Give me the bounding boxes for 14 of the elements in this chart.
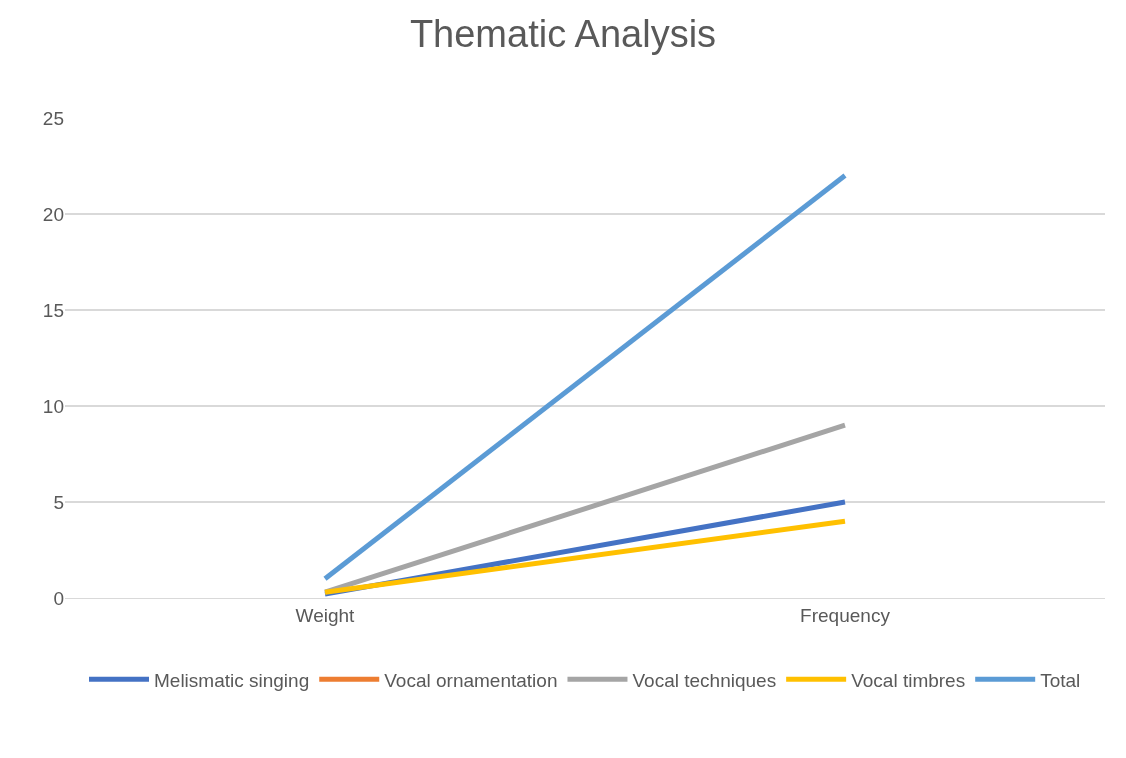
legend-label: Vocal ornamentation	[384, 669, 558, 691]
legend-label: Vocal techniques	[632, 669, 777, 691]
x-tick-label: Weight	[295, 604, 356, 626]
y-tick-label: 15	[42, 299, 64, 321]
y-tick-label: 25	[42, 107, 64, 129]
y-tick-label: 10	[42, 395, 64, 417]
y-tick-label: 20	[42, 203, 64, 225]
y-tick-label: 5	[53, 491, 64, 513]
legend-label: Total	[1040, 669, 1081, 691]
y-tick-label: 0	[53, 587, 64, 609]
legend-label: Vocal timbres	[851, 669, 966, 691]
chart-title: Thematic Analysis	[409, 13, 717, 56]
legend-label: Melismatic singing	[154, 669, 310, 691]
x-tick-label: Frequency	[800, 604, 891, 626]
